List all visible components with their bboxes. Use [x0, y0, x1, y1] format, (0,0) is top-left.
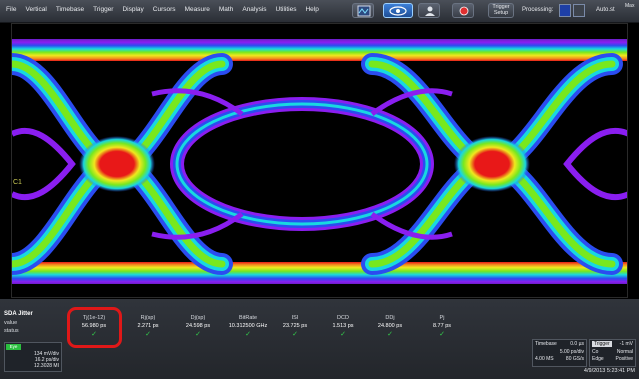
eye-diagram-icon[interactable]	[383, 3, 413, 18]
param-value: 2.271 ps	[137, 323, 159, 329]
record-icon[interactable]	[452, 3, 474, 18]
trigger-setup-button[interactable]: Trigger Setup	[488, 3, 514, 18]
status-check-icon: ✓	[91, 331, 97, 338]
param-column-1[interactable]: Rj(sp) 2.271 ps ✓	[118, 314, 178, 339]
param-value: 24.800 ps	[377, 323, 403, 329]
param-value: 23.725 ps	[282, 323, 308, 329]
trigger-type: Edge	[592, 356, 604, 362]
param-column-0[interactable]: Tj(1e-12) 56.980 ps ✓	[64, 314, 124, 339]
param-column-2[interactable]: Dj(sp) 24.598 ps ✓	[168, 314, 228, 339]
menu-item-measure[interactable]: Measure	[184, 6, 210, 13]
param-name: BitRate	[238, 315, 258, 321]
trigger-level: -1 mV	[619, 341, 633, 347]
processing-label: Processing:	[522, 7, 554, 13]
channel-badge: Eye	[6, 344, 21, 350]
trigger-label: Trigger	[592, 341, 612, 347]
param-column-6[interactable]: DDj 24.800 ps ✓	[360, 314, 420, 339]
menu-item-cursors[interactable]: Cursors	[152, 6, 176, 13]
menu-item-trigger[interactable]: Trigger	[93, 6, 114, 13]
row-label-value: value	[4, 320, 18, 326]
menu-item-analysis[interactable]: Analysis	[242, 6, 267, 13]
auto-label: Auto.st	[596, 7, 615, 13]
timebase-rate: 80 GS/s	[565, 356, 584, 362]
scope-icon[interactable]	[352, 3, 374, 18]
timebase-tdiv: 5.00 ps/div	[559, 349, 584, 355]
channel-info-box[interactable]: Eye 134 mV/div 16.2 ps/div 12.3028 MI	[4, 342, 62, 372]
measurement-name: SDA Jitter	[4, 311, 33, 317]
status-check-icon: ✓	[145, 331, 151, 338]
param-name: Pj	[439, 315, 445, 321]
menu-item-help[interactable]: Help	[305, 6, 319, 13]
menu-item-vertical[interactable]: Vertical	[25, 6, 47, 13]
param-name: DDj	[385, 315, 395, 321]
param-value: 24.598 ps	[185, 323, 211, 329]
max-label: Max	[625, 3, 635, 9]
timebase-label: Timebase	[535, 341, 557, 347]
param-column-5[interactable]: DCD 1.513 ps ✓	[313, 314, 373, 339]
timebase-delay: 0.0 µs	[570, 341, 584, 347]
channel-vdiv: 134 mV/div	[33, 351, 59, 357]
channel-tdiv: 16.2 ps/div	[34, 357, 59, 363]
person-icon[interactable]	[418, 3, 440, 18]
menu-item-math[interactable]: Math	[218, 6, 234, 13]
status-check-icon: ✓	[439, 331, 445, 338]
param-name: Rj(sp)	[140, 315, 156, 321]
param-value: 10.312500 GHz	[228, 323, 268, 329]
menu-item-utilities[interactable]: Utilities	[275, 6, 297, 13]
menu-item-file[interactable]: File	[6, 6, 17, 13]
menu-bar: File Vertical Timebase Trigger Display Cursor…	[0, 0, 639, 23]
tj-highlight-box	[67, 307, 122, 348]
row-label-status: status	[4, 328, 19, 334]
status-check-icon: ✓	[387, 331, 393, 338]
param-value: 1.513 ps	[332, 323, 354, 329]
param-value: 56.980 ps	[81, 323, 107, 329]
status-check-icon: ✓	[292, 331, 298, 338]
menu-items: File Vertical Timebase Trigger Display Cursor…	[6, 5, 319, 15]
status-check-icon: ✓	[195, 331, 201, 338]
menu-item-display[interactable]: Display	[122, 6, 144, 13]
param-name: Tj(1e-12)	[82, 315, 106, 321]
date-time: 4/9/2013 5:23:41 PM	[583, 368, 635, 374]
trigger-box[interactable]: Trigger -1 mV Co Normal Edge Positive	[589, 339, 636, 367]
trigger-slope: Positive	[615, 356, 633, 362]
processing-mode-button[interactable]	[573, 4, 585, 17]
param-column-7[interactable]: Pj 8.77 ps ✓	[412, 314, 472, 339]
channel-count: 12.3028 MI	[33, 363, 59, 369]
param-value: 8.77 ps	[432, 323, 452, 329]
trigger-setup-label: Trigger	[492, 4, 510, 10]
param-name: Dj(sp)	[190, 315, 206, 321]
trigger-coupling: Co	[592, 349, 599, 355]
param-column-4[interactable]: ISI 23.725 ps ✓	[265, 314, 325, 339]
trigger-mode: Normal	[616, 349, 633, 355]
eye-diagram-plot	[12, 24, 627, 297]
timebase-samples: 4.00 MS	[535, 356, 554, 362]
menu-item-timebase[interactable]: Timebase	[55, 6, 85, 13]
eye-diagram-display[interactable]: C1	[11, 23, 628, 298]
channel-marker: C1	[13, 179, 22, 186]
param-column-3[interactable]: BitRate 10.312500 GHz ✓	[218, 314, 278, 339]
param-name: ISI	[291, 315, 299, 321]
status-check-icon: ✓	[245, 331, 251, 338]
processing-stop-button[interactable]	[559, 4, 571, 17]
timebase-box[interactable]: Timebase 0.0 µs 5.00 ps/div 4.00 MS 80 G…	[532, 339, 587, 367]
trigger-setup-label-2: Setup	[493, 10, 509, 16]
param-name: DCD	[337, 315, 349, 321]
status-check-icon: ✓	[340, 331, 346, 338]
